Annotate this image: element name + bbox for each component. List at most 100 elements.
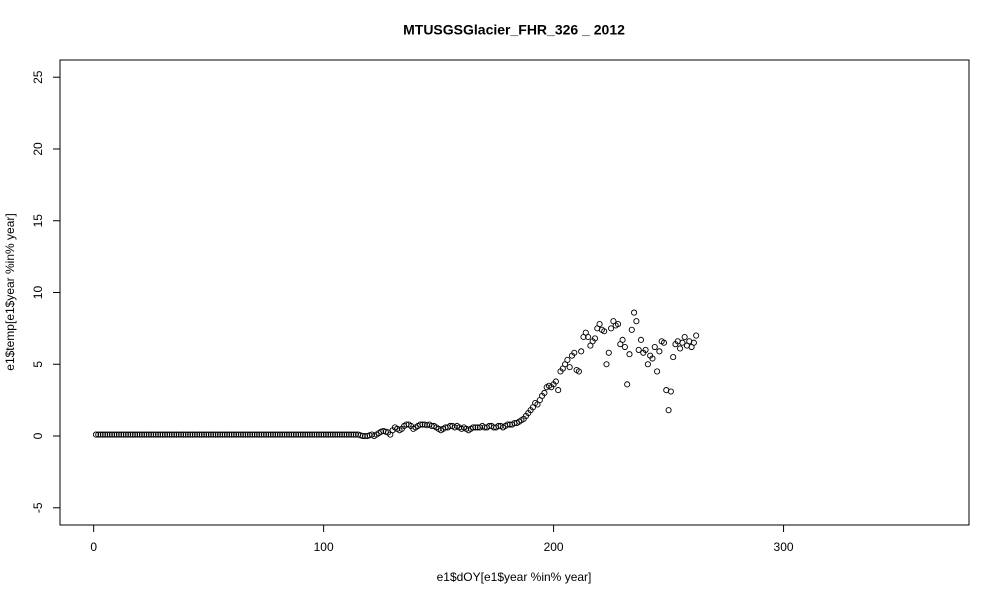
point	[670, 354, 677, 361]
point	[134, 431, 141, 438]
point	[253, 431, 260, 438]
point	[136, 431, 143, 438]
point	[251, 431, 258, 438]
point	[166, 431, 173, 438]
point	[348, 431, 355, 438]
point	[472, 424, 479, 431]
point	[272, 431, 279, 438]
point	[99, 431, 106, 438]
point	[603, 361, 610, 368]
point	[145, 431, 152, 438]
point	[619, 336, 626, 343]
point	[141, 431, 148, 438]
point	[504, 421, 511, 428]
point	[92, 431, 100, 438]
point	[304, 431, 311, 438]
point	[320, 431, 327, 438]
point	[265, 431, 272, 438]
point	[690, 339, 697, 346]
point	[148, 431, 155, 438]
point	[210, 431, 217, 438]
point	[679, 339, 686, 346]
point	[161, 431, 169, 438]
point	[226, 431, 233, 438]
point	[159, 431, 166, 438]
point	[244, 431, 251, 438]
point	[263, 431, 270, 438]
point	[286, 431, 293, 438]
point	[217, 431, 224, 438]
point	[601, 328, 608, 335]
point	[288, 431, 295, 438]
y-tick-label: 10	[31, 286, 45, 300]
point	[102, 431, 109, 438]
point	[127, 431, 134, 438]
point	[651, 343, 658, 351]
point	[667, 388, 674, 395]
x-tick-label: 0	[90, 540, 97, 554]
point	[642, 346, 649, 353]
point	[214, 431, 221, 438]
x-tick-label: 100	[314, 540, 334, 554]
point	[350, 431, 357, 438]
point	[566, 364, 573, 371]
point	[361, 432, 369, 440]
y-axis-label: e1$temp[e1$year %in% year]	[3, 213, 17, 370]
point	[585, 333, 592, 341]
point	[260, 431, 267, 438]
point	[207, 431, 214, 438]
point	[182, 431, 189, 438]
point	[608, 325, 615, 332]
point	[198, 431, 205, 438]
y-tick-label: 20	[31, 142, 45, 156]
point	[359, 432, 366, 440]
point	[417, 421, 424, 428]
point	[152, 431, 159, 438]
point	[311, 431, 318, 438]
point	[624, 381, 631, 388]
x-tick-label: 200	[544, 540, 564, 554]
point	[115, 431, 123, 438]
point	[120, 431, 127, 438]
y-tick-label: 15	[31, 214, 45, 228]
point	[125, 431, 132, 438]
point	[635, 346, 642, 353]
point	[281, 431, 288, 438]
point	[633, 318, 640, 325]
plot-box	[59, 59, 970, 526]
point	[111, 431, 118, 438]
point	[187, 431, 194, 438]
point	[654, 368, 661, 375]
point	[240, 431, 247, 438]
point	[237, 431, 244, 438]
y-tick-label: 25	[31, 70, 45, 84]
point	[233, 431, 240, 438]
point	[129, 431, 136, 438]
x-tick-label: 300	[774, 540, 794, 554]
point	[309, 431, 316, 438]
point	[205, 431, 212, 438]
point	[318, 431, 325, 438]
point	[297, 431, 304, 438]
point	[336, 431, 343, 438]
point	[191, 431, 198, 438]
point	[541, 389, 548, 397]
point	[235, 431, 242, 438]
point	[631, 309, 638, 316]
point	[228, 431, 235, 438]
point	[274, 431, 281, 438]
point	[555, 387, 562, 394]
point	[256, 431, 263, 438]
point	[155, 431, 162, 438]
point	[95, 431, 102, 438]
point	[596, 321, 603, 328]
point	[194, 431, 201, 438]
point	[109, 431, 116, 438]
point	[184, 431, 192, 438]
point	[269, 431, 277, 438]
point	[246, 431, 254, 438]
point	[299, 431, 306, 438]
point	[219, 431, 226, 438]
point	[150, 431, 157, 438]
